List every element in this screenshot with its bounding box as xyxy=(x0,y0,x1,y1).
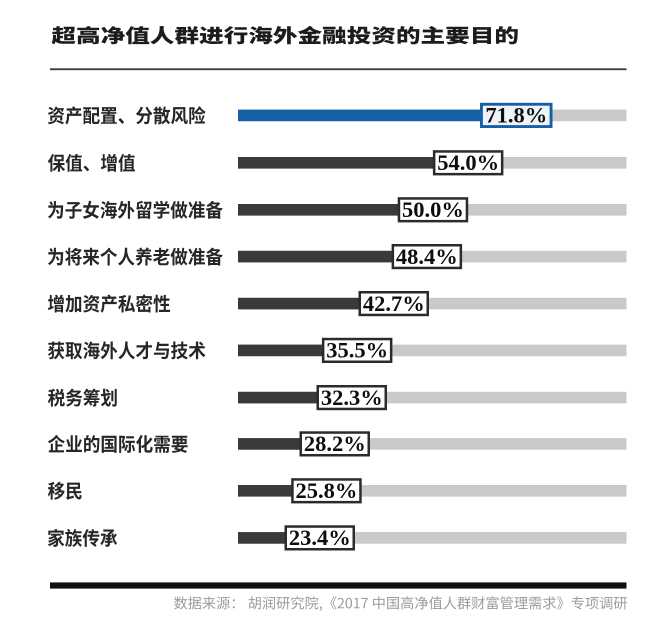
svg-text:50.0%: 50.0% xyxy=(402,197,464,222)
svg-text:23.4%: 23.4% xyxy=(289,525,351,550)
svg-text:42.7%: 42.7% xyxy=(363,291,425,316)
svg-text:35.5%: 35.5% xyxy=(326,338,388,363)
svg-text:48.4%: 48.4% xyxy=(396,244,458,269)
svg-text:28.2%: 28.2% xyxy=(304,431,366,456)
svg-text:25.8%: 25.8% xyxy=(296,478,358,503)
svg-text:54.0%: 54.0% xyxy=(437,150,499,175)
svg-text:32.3%: 32.3% xyxy=(321,385,383,410)
svg-text:71.8%: 71.8% xyxy=(485,103,547,128)
